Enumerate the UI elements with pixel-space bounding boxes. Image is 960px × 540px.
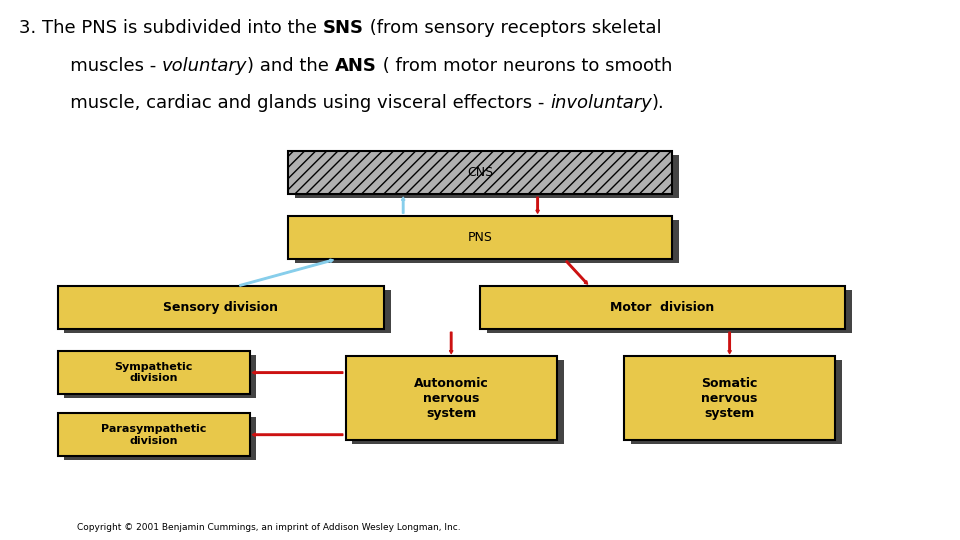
- FancyBboxPatch shape: [58, 351, 250, 394]
- Text: Copyright © 2001 Benjamin Cummings, an imprint of Addison Wesley Longman, Inc.: Copyright © 2001 Benjamin Cummings, an i…: [77, 523, 461, 532]
- Text: CNS: CNS: [467, 166, 493, 179]
- FancyBboxPatch shape: [64, 417, 256, 460]
- FancyArrowPatch shape: [449, 332, 453, 354]
- Text: involuntary: involuntary: [550, 94, 652, 112]
- Text: muscles -: muscles -: [53, 57, 162, 75]
- Text: Parasympathetic
division: Parasympathetic division: [101, 424, 206, 446]
- FancyBboxPatch shape: [346, 356, 557, 440]
- FancyBboxPatch shape: [352, 360, 564, 444]
- FancyBboxPatch shape: [58, 286, 384, 329]
- Text: ).: ).: [652, 94, 664, 112]
- Text: 3. The PNS is subdivided into the: 3. The PNS is subdivided into the: [19, 19, 323, 37]
- FancyBboxPatch shape: [624, 356, 835, 440]
- FancyArrowPatch shape: [536, 197, 540, 213]
- Text: Autonomic
nervous
system: Autonomic nervous system: [414, 377, 489, 420]
- FancyBboxPatch shape: [288, 151, 672, 194]
- Text: (from sensory receptors skeletal: (from sensory receptors skeletal: [364, 19, 661, 37]
- FancyArrowPatch shape: [252, 433, 343, 436]
- FancyBboxPatch shape: [487, 290, 852, 333]
- FancyBboxPatch shape: [58, 413, 250, 456]
- Text: Sympathetic
division: Sympathetic division: [114, 362, 193, 383]
- FancyArrowPatch shape: [252, 371, 343, 374]
- Text: ( from motor neurons to smooth: ( from motor neurons to smooth: [376, 57, 672, 75]
- Text: ) and the: ) and the: [247, 57, 335, 75]
- FancyBboxPatch shape: [295, 220, 679, 263]
- FancyBboxPatch shape: [480, 286, 845, 329]
- FancyArrowPatch shape: [565, 261, 588, 284]
- Text: muscle, cardiac and glands using visceral effectors -: muscle, cardiac and glands using viscera…: [53, 94, 550, 112]
- Text: SNS: SNS: [323, 19, 364, 37]
- FancyArrowPatch shape: [401, 197, 405, 213]
- FancyArrowPatch shape: [240, 259, 333, 286]
- Text: Motor  division: Motor division: [611, 301, 714, 314]
- Text: voluntary: voluntary: [162, 57, 247, 75]
- FancyBboxPatch shape: [64, 355, 256, 398]
- Text: ANS: ANS: [335, 57, 376, 75]
- FancyBboxPatch shape: [631, 360, 842, 444]
- FancyBboxPatch shape: [288, 216, 672, 259]
- Text: Somatic
nervous
system: Somatic nervous system: [702, 377, 757, 420]
- Text: PNS: PNS: [468, 231, 492, 244]
- Text: Sensory division: Sensory division: [163, 301, 278, 314]
- FancyBboxPatch shape: [64, 290, 391, 333]
- FancyBboxPatch shape: [295, 155, 679, 198]
- FancyArrowPatch shape: [728, 332, 732, 354]
